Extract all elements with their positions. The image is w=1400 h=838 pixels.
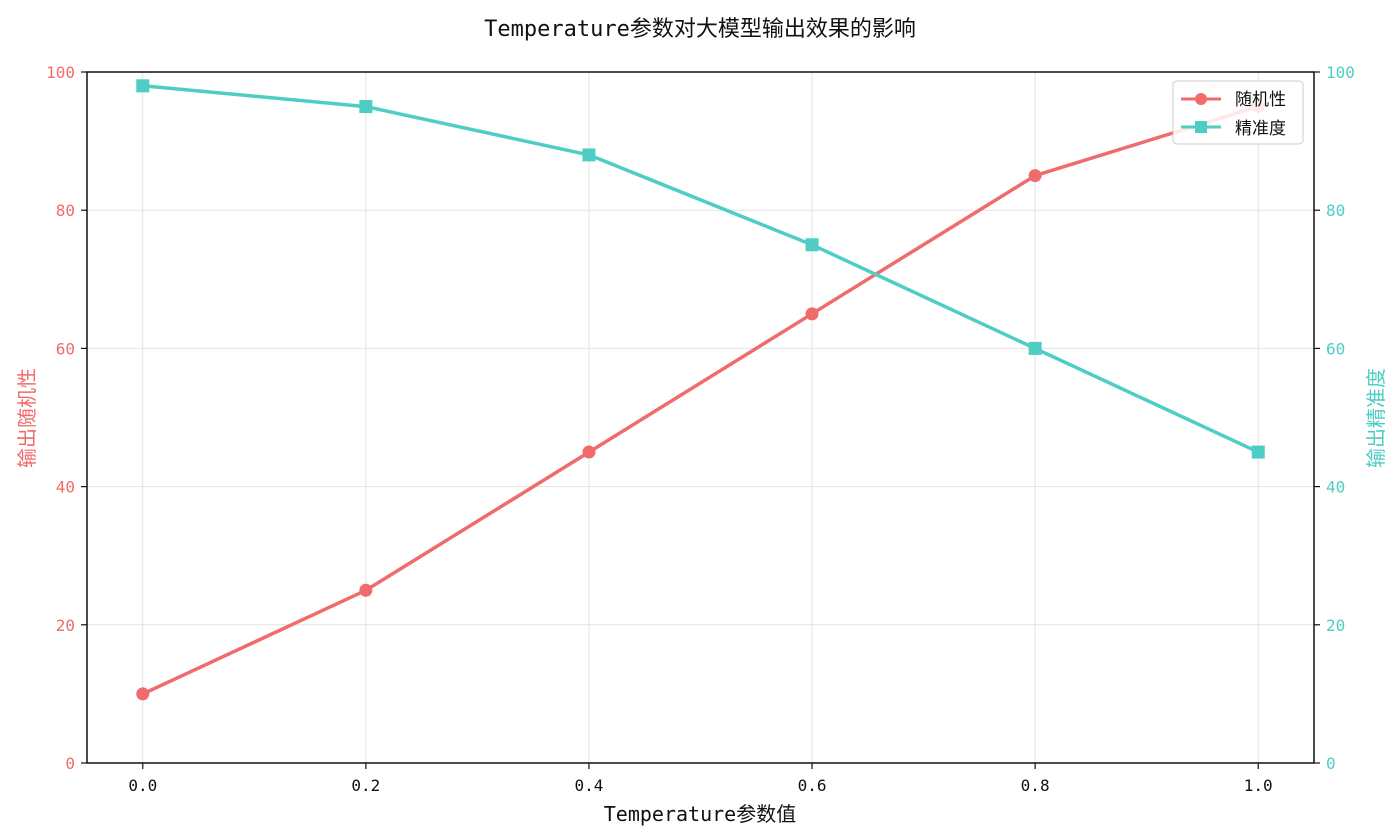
x-tick-label: 0.2: [351, 776, 380, 795]
right-tick-label: 40: [1326, 478, 1345, 497]
left-tick-label: 20: [56, 616, 75, 635]
data-point-accuracy: [582, 148, 596, 162]
left-tick-label: 80: [56, 201, 75, 220]
left-tick-label: 100: [46, 63, 75, 82]
right-tick-label: 80: [1326, 201, 1345, 220]
data-point-accuracy: [136, 79, 150, 93]
data-point-accuracy: [1251, 445, 1265, 459]
data-point-accuracy: [805, 238, 819, 252]
legend-label-randomness: 随机性: [1235, 90, 1286, 110]
right-tick-label: 60: [1326, 339, 1345, 358]
left-tick-label: 40: [56, 478, 75, 497]
series-layer: [136, 79, 1265, 701]
x-tick-label: 0.6: [798, 776, 827, 795]
data-point-randomness: [805, 307, 819, 321]
axis-ticks: 0.0 0.2 0.4 0.6 0.8 1.0 0 0 20 20 40 40 60 60 80 80 100 1…: [46, 63, 1355, 795]
chart-title: Temperature参数对大模型输出效果的影响: [484, 17, 916, 42]
data-point-accuracy: [359, 100, 373, 114]
legend-marker-randomness: [1195, 93, 1207, 105]
series-line-accuracy: [142, 84, 1259, 454]
x-tick-label: 0.8: [1021, 776, 1050, 795]
right-tick-label: 0: [1326, 754, 1336, 773]
legend: 随机性 精准度: [1172, 80, 1304, 145]
right-axis-title: 输出精准度: [1364, 368, 1388, 468]
data-point-randomness: [136, 687, 150, 701]
x-tick-label: 0.4: [575, 776, 604, 795]
legend-label-accuracy: 精准度: [1235, 119, 1286, 139]
data-point-randomness: [1028, 169, 1042, 183]
x-tick-label: 1.0: [1244, 776, 1273, 795]
data-point-randomness: [359, 583, 373, 597]
series-line-randomness: [142, 104, 1259, 696]
left-tick-label: 60: [56, 339, 75, 358]
right-tick-label: 20: [1326, 616, 1345, 635]
x-axis-title: Temperature参数值: [604, 802, 796, 826]
plot-frame: [86, 71, 1315, 764]
left-tick-label: 0: [65, 754, 75, 773]
left-axis-title: 输出随机性: [15, 368, 39, 468]
legend-marker-accuracy: [1195, 121, 1207, 133]
right-tick-label: 100: [1326, 63, 1355, 82]
x-tick-label: 0.0: [128, 776, 157, 795]
data-point-accuracy: [1028, 341, 1042, 355]
data-point-randomness: [582, 445, 596, 459]
grid: [87, 71, 1314, 764]
